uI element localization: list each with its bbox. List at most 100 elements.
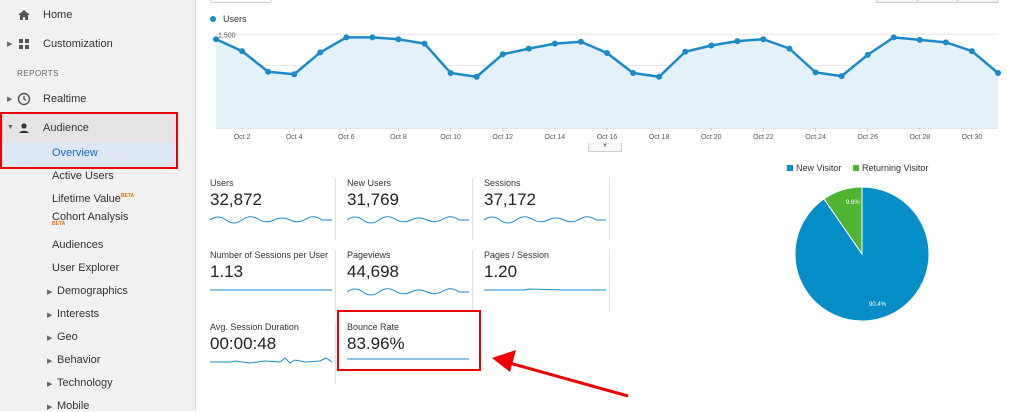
sidebar-item-technology[interactable]: Technology	[57, 377, 113, 389]
data-point	[395, 36, 402, 43]
chart-legend-label: Users	[223, 14, 247, 24]
toolbar-button[interactable]	[210, 0, 272, 3]
metric-label: Bounce Rate	[347, 322, 400, 332]
x-tick-label: Oct 20	[701, 134, 722, 141]
sidebar: Home ▶ Customization REPORTS ▶ Realtime …	[0, 0, 196, 412]
data-point	[630, 70, 637, 76]
metric-sparkline	[347, 216, 469, 224]
data-point	[942, 39, 949, 46]
clock-icon	[17, 92, 31, 106]
data-point	[499, 51, 506, 58]
data-point	[786, 45, 793, 52]
sidebar-item-user-explorer[interactable]: User Explorer	[52, 262, 120, 274]
metric-label: Users	[210, 178, 234, 188]
metric-card[interactable]: Users 32,872	[210, 178, 336, 240]
metric-card[interactable]: Sessions 37,172	[484, 178, 610, 240]
sidebar-item-audiences[interactable]: Audiences	[52, 239, 104, 251]
highlight-box-bounce-rate	[337, 310, 481, 371]
section-header-reports: REPORTS	[17, 69, 60, 78]
metric-label: Avg. Session Duration	[210, 322, 299, 332]
legend-swatch-new	[787, 165, 793, 171]
chevron-right-icon: ▶	[47, 358, 53, 365]
x-tick-label: Oct 22	[753, 134, 774, 141]
data-point	[213, 36, 219, 43]
metric-sparkline	[347, 358, 469, 360]
metric-value: 44,698	[347, 262, 399, 281]
metric-label: Number of Sessions per User	[210, 250, 329, 260]
pie-slice-returning-visitor[interactable]	[823, 186, 863, 256]
data-point	[916, 36, 923, 43]
metric-label: Sessions	[484, 178, 521, 188]
data-point	[604, 50, 610, 56]
pie-label-new: 90.4%	[869, 302, 887, 308]
sidebar-item-overview[interactable]: Overview	[52, 147, 98, 159]
y-tick-label: 1,500	[218, 32, 236, 39]
sidebar-item-label: Realtime	[43, 93, 87, 105]
visitor-pie-chart: 90.4% 9.6%	[794, 186, 930, 322]
data-point	[656, 73, 663, 80]
data-point	[447, 70, 454, 76]
x-tick-label: Oct 30	[962, 134, 983, 141]
person-icon	[19, 123, 29, 133]
metric-value: 1.20	[484, 262, 518, 281]
data-point	[812, 69, 819, 76]
view-toggle[interactable]	[876, 0, 998, 3]
metric-card[interactable]: Bounce Rate 83.96%	[347, 322, 472, 384]
x-tick-label: Oct 12	[492, 134, 513, 141]
sidebar-item-geo[interactable]: Geo	[57, 331, 78, 343]
data-point	[968, 48, 975, 55]
metric-value: 1.13	[210, 262, 244, 281]
sidebar-item-active-users[interactable]: Active Users	[52, 170, 114, 182]
data-point	[369, 34, 376, 41]
data-point	[421, 40, 428, 47]
metric-card[interactable]: Pages / Session 1.20	[484, 250, 610, 312]
sidebar-item-behavior[interactable]: Behavior	[57, 354, 101, 366]
metric-card[interactable]: Avg. Session Duration 00:00:48	[210, 322, 336, 384]
legend-swatch	[210, 16, 216, 22]
series-area	[216, 37, 998, 128]
metric-sparkline	[210, 216, 332, 224]
metric-card[interactable]: Number of Sessions per User 1.13	[210, 250, 336, 312]
highlight-box-audience	[0, 112, 178, 169]
chevron-down-icon: ▼	[7, 124, 14, 131]
data-point	[838, 73, 845, 80]
x-tick-label: Oct 6	[338, 134, 355, 141]
x-tick-label: Oct 8	[390, 134, 407, 141]
sidebar-item-lifetime-value[interactable]: Lifetime ValueBETA	[52, 193, 134, 205]
data-point	[525, 45, 532, 52]
x-tick-label: Oct 10	[440, 134, 461, 141]
x-tick-label: Oct 26	[857, 134, 878, 141]
sidebar-item-cohort-analysis[interactable]: Cohort Analysis BETA	[52, 211, 128, 227]
data-point	[551, 40, 558, 47]
data-point	[343, 34, 350, 41]
metric-card[interactable]: Pageviews 44,698	[347, 250, 473, 312]
home-icon	[18, 10, 30, 20]
dashboard-icon	[19, 39, 29, 49]
beta-badge: BETA	[120, 193, 135, 199]
metric-label: New Users	[347, 178, 392, 188]
pie-legend-returning: Returning Visitor	[862, 163, 929, 173]
chevron-right-icon: ▶	[47, 289, 53, 296]
x-tick-label: Oct 2	[234, 134, 251, 141]
sidebar-item-demographics[interactable]: Demographics	[57, 285, 128, 297]
sidebar-item-interests[interactable]: Interests	[57, 308, 100, 320]
metric-value: 83.96%	[347, 334, 405, 353]
data-point	[864, 51, 871, 58]
sidebar-item-label: Home	[43, 9, 73, 21]
sidebar-item-mobile[interactable]: Mobile	[57, 400, 90, 412]
legend-swatch-returning	[853, 165, 859, 171]
sidebar-item-label: Lifetime Value	[52, 193, 121, 205]
metric-sparkline	[484, 216, 606, 224]
chart-collapse-handle[interactable]: ▼	[588, 143, 622, 152]
data-point	[890, 34, 897, 41]
sidebar-item-label: Customization	[43, 38, 113, 50]
metric-card[interactable]: New Users 31,769	[347, 178, 473, 240]
chevron-right-icon: ▶	[47, 335, 53, 342]
data-point	[708, 42, 715, 49]
metric-label: Pageviews	[347, 250, 391, 260]
chevron-right-icon: ▶	[47, 312, 53, 319]
x-tick-label: Oct 24	[805, 134, 826, 141]
data-point	[760, 36, 767, 43]
x-tick-label: Oct 14	[545, 134, 566, 141]
